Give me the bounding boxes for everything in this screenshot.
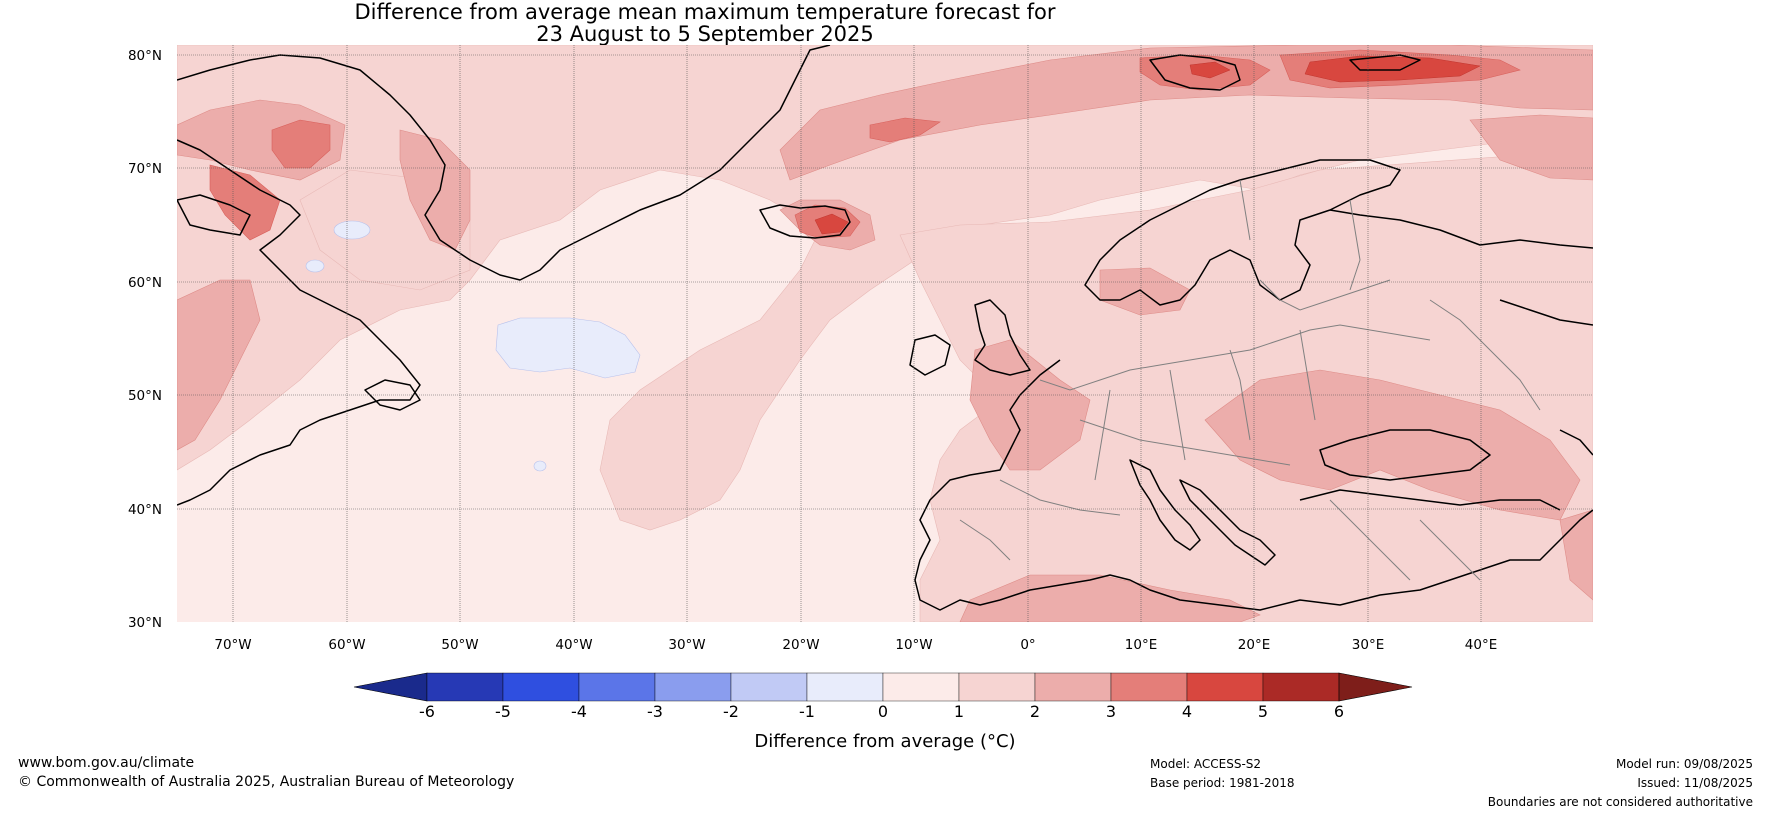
colorbar-cell (654, 672, 732, 702)
map-title-line2: 23 August to 5 September 2025 (536, 22, 874, 46)
colorbar-tick-label: -2 (723, 702, 739, 721)
anomaly-map (177, 45, 1593, 622)
footer-model-run: Model run: 09/08/2025 (1615, 757, 1753, 771)
colorbar-tick-label: 4 (1182, 702, 1192, 721)
colorbar-cell (1262, 672, 1340, 702)
colorbar-tick-label: -5 (495, 702, 511, 721)
lat-label-30n: 30°N (128, 615, 162, 631)
footer-base-period: Base period: 1981-2018 (1150, 776, 1295, 790)
colorbar-tick-label: -3 (647, 702, 663, 721)
lat-label-50n: 50°N (128, 388, 162, 404)
footer-disclaimer: Boundaries are not considered authoritat… (1487, 795, 1753, 809)
colorbar-cells (353, 672, 1413, 702)
longitude-labels: 70°W 60°W 50°W 40°W 30°W 20°W 10°W 0° 10… (214, 637, 1497, 653)
colorbar-cell (806, 672, 884, 702)
colorbar: -6 -5 -4 -3 -2 -1 0 1 2 3 4 5 6 Difference from aver… (353, 672, 1413, 752)
colorbar-cell (1034, 672, 1112, 702)
colorbar-cell (426, 672, 504, 702)
anomaly-1-2-regions (177, 45, 1593, 622)
colorbar-cell (1186, 672, 1264, 702)
lat-label-40n: 40°N (128, 502, 162, 518)
colorbar-tick-label: 5 (1258, 702, 1268, 721)
colorbar-cell (730, 672, 808, 702)
country-borders (959, 179, 1541, 581)
gridlines (177, 45, 1593, 622)
lat-label-60n: 60°N (128, 275, 162, 291)
colorbar-cell (958, 672, 1036, 702)
footer-issued: Issued: 11/08/2025 (1637, 776, 1753, 790)
colorbar-tick-label: -1 (799, 702, 815, 721)
lon-label-20w: 20°W (782, 637, 819, 653)
lon-label-70w: 70°W (214, 637, 251, 653)
colorbar-tick-label: -6 (419, 702, 435, 721)
colorbar-extend-high (1338, 672, 1413, 702)
coastlines (177, 45, 1593, 611)
colorbar-ticks: -6 -5 -4 -3 -2 -1 0 1 2 3 4 5 6 (419, 702, 1344, 721)
colorbar-cell (1110, 672, 1188, 702)
colorbar-cell (502, 672, 580, 702)
latitude-labels: 80°N 70°N 60°N 50°N 40°N 30°N (128, 48, 162, 631)
lon-label-10w: 10°W (895, 637, 932, 653)
colorbar-cell (578, 672, 656, 702)
colorbar-tick-label: 0 (878, 702, 888, 721)
footer-url: www.bom.gov.au/climate (18, 755, 195, 771)
colorbar-tick-label: 1 (954, 702, 964, 721)
lon-label-40w: 40°W (555, 637, 592, 653)
map-title-line1: Difference from average mean maximum tem… (354, 0, 1056, 24)
lon-label-40e: 40°E (1465, 637, 1497, 653)
colorbar-title: Difference from average (°C) (754, 731, 1015, 752)
anomaly-negative-patches (305, 220, 641, 472)
colorbar-extend-low (353, 672, 428, 702)
colorbar-tick-label: -4 (571, 702, 587, 721)
lon-label-0: 0° (1020, 637, 1035, 653)
lon-label-30e: 30°E (1352, 637, 1384, 653)
lon-label-50w: 50°W (441, 637, 478, 653)
lat-label-80n: 80°N (128, 48, 162, 64)
colorbar-tick-label: 2 (1030, 702, 1040, 721)
colorbar-tick-label: 6 (1334, 702, 1344, 721)
lon-label-30w: 30°W (668, 637, 705, 653)
anomaly-4-5-regions (814, 55, 1481, 235)
lon-label-60w: 60°W (328, 637, 365, 653)
footer-copyright: © Commonwealth of Australia 2025, Austra… (18, 774, 515, 790)
lon-label-10e: 10°E (1125, 637, 1157, 653)
footer-model: Model: ACCESS-S2 (1150, 757, 1262, 771)
lon-label-20e: 20°E (1238, 637, 1270, 653)
lat-label-70n: 70°N (128, 161, 162, 177)
colorbar-cell (882, 672, 960, 702)
colorbar-tick-label: 3 (1106, 702, 1116, 721)
